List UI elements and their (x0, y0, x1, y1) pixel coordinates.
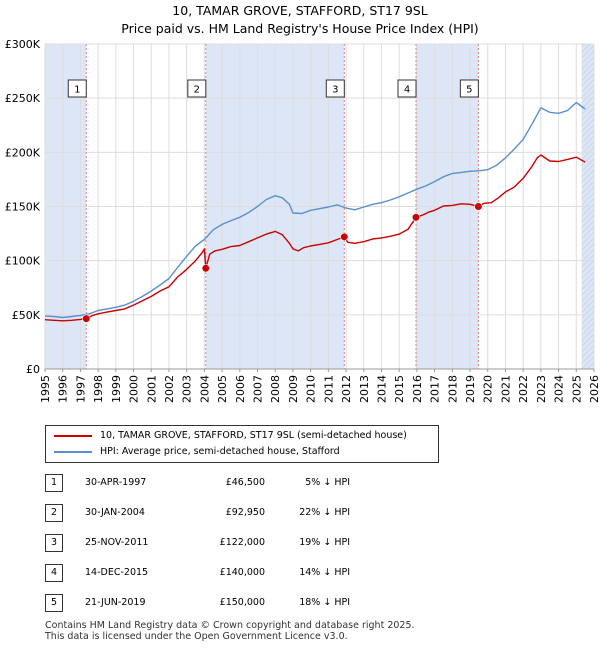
transaction-hpi-diff: 18% ↓ HPI (299, 597, 350, 608)
sale-label: 4 (404, 85, 410, 96)
x-tick-label: 2021 (499, 375, 512, 403)
table-row: 1 30-APR-1997 £46,500 5% ↓ HPI (45, 474, 545, 492)
sale-label-box (397, 79, 417, 98)
y-tick-label: £300K (5, 38, 41, 51)
sale-label: 5 (466, 85, 472, 96)
table-row: 2 30-JAN-2004 £92,950 22% ↓ HPI (45, 504, 545, 522)
x-tick-label: 2000 (128, 375, 141, 403)
x-tick-label: 2016 (411, 375, 424, 403)
transaction-price: £122,000 (219, 537, 265, 548)
x-tick-label: 2006 (234, 375, 247, 403)
x-tick-label: 2022 (517, 375, 530, 403)
sale-point (340, 232, 349, 241)
hpi-line (44, 101, 586, 319)
transaction-hpi-diff: 22% ↓ HPI (299, 507, 350, 518)
x-tick-label: 2024 (553, 375, 566, 403)
table-row: 3 25-NOV-2011 £122,000 19% ↓ HPI (45, 534, 545, 552)
x-tick-label: 2005 (216, 375, 229, 403)
x-tick-label: 2019 (464, 375, 477, 403)
x-tick-label: 2001 (145, 375, 158, 403)
legend-swatch-price (54, 435, 92, 437)
x-tick-label: 2010 (305, 375, 318, 403)
x-tick-label: 2009 (287, 375, 300, 403)
x-tick-label: 1996 (57, 375, 70, 403)
transaction-number: 3 (45, 534, 63, 552)
sale-label-box (67, 79, 87, 98)
footer-licence: This data is licensed under the Open Gov… (45, 631, 348, 642)
x-tick-label: 2018 (446, 375, 459, 403)
footer-copyright: Contains HM Land Registry data © Crown c… (45, 620, 415, 631)
y-tick-label: £50K (12, 309, 41, 322)
legend-label-hpi: HPI: Average price, semi-detached house,… (100, 446, 340, 457)
transaction-price: £92,950 (225, 507, 265, 518)
sale-label-box (187, 79, 207, 98)
x-tick-label: 2017 (429, 375, 442, 403)
sale-point (411, 213, 421, 222)
transaction-hpi-diff: 19% ↓ HPI (299, 537, 350, 548)
x-tick-label: 2025 (570, 375, 583, 403)
x-tick-label: 2007 (252, 375, 265, 403)
x-tick-label: 2011 (322, 375, 335, 403)
transaction-date: 21-JUN-2019 (85, 597, 146, 608)
sale-label: 1 (74, 85, 80, 96)
y-tick-label: £250K (5, 92, 41, 105)
transaction-date: 14-DEC-2015 (85, 567, 149, 578)
transaction-number: 4 (45, 564, 63, 582)
transaction-number: 5 (45, 594, 63, 612)
legend-swatch-hpi (54, 451, 92, 453)
chart-title: 10, TAMAR GROVE, STAFFORD, ST17 9SL Pric… (0, 2, 600, 38)
x-tick-label: 2013 (358, 375, 371, 403)
sale-label-box (459, 79, 479, 98)
x-tick-label: 2020 (482, 375, 495, 403)
x-tick-label: 1998 (92, 375, 105, 403)
transaction-date: 25-NOV-2011 (85, 537, 149, 548)
title-line-1: 10, TAMAR GROVE, STAFFORD, ST17 9SL (172, 3, 428, 18)
x-tick-label: 2012 (340, 375, 353, 403)
x-tick-label: 2004 (198, 375, 211, 403)
table-row: 4 14-DEC-2015 £140,000 14% ↓ HPI (45, 564, 545, 582)
x-tick-label: 2023 (535, 375, 548, 403)
sale-point (201, 264, 210, 273)
y-tick-label: £100K (5, 255, 41, 268)
sale-label: 2 (194, 85, 200, 96)
x-tick-label: 2008 (269, 375, 282, 403)
x-tick-label: 2015 (393, 375, 406, 403)
x-tick-label: 1999 (110, 375, 123, 403)
transaction-price: £140,000 (219, 567, 265, 578)
transaction-hpi-diff: 14% ↓ HPI (299, 567, 350, 578)
footer: Contains HM Land Registry data © Crown c… (45, 620, 415, 642)
title-line-2: Price paid vs. HM Land Registry's House … (121, 21, 479, 36)
x-tick-label: 1997 (74, 375, 87, 403)
sale-point (82, 314, 91, 323)
transaction-hpi-diff: 5% ↓ HPI (305, 477, 350, 488)
transaction-price: £46,500 (225, 477, 265, 488)
x-tick-label: 2003 (181, 375, 194, 403)
price-paid-line (44, 154, 586, 322)
y-tick-label: £150K (5, 201, 41, 214)
y-tick-label: £0 (26, 363, 40, 376)
transaction-number: 1 (45, 474, 63, 492)
table-row: 5 21-JUN-2019 £150,000 18% ↓ HPI (45, 594, 545, 612)
legend-label-price: 10, TAMAR GROVE, STAFFORD, ST17 9SL (sem… (100, 430, 407, 441)
x-tick-label: 2026 (588, 375, 600, 403)
sale-point (474, 202, 483, 211)
sale-label-box (325, 79, 345, 98)
x-tick-label: 1995 (39, 375, 52, 403)
transaction-price: £150,000 (219, 597, 265, 608)
transaction-date: 30-APR-1997 (85, 477, 147, 488)
transaction-number: 2 (45, 504, 63, 522)
sale-label: 3 (332, 85, 338, 96)
transaction-date: 30-JAN-2004 (85, 507, 145, 518)
x-tick-label: 2014 (375, 375, 388, 403)
x-tick-label: 2002 (163, 375, 176, 403)
legend: 10, TAMAR GROVE, STAFFORD, ST17 9SL (sem… (45, 425, 439, 463)
y-tick-label: £200K (5, 146, 41, 159)
price-chart: £0 £50K £100K £150K £200K £250K £300K 1995 1996… (5, 38, 600, 403)
